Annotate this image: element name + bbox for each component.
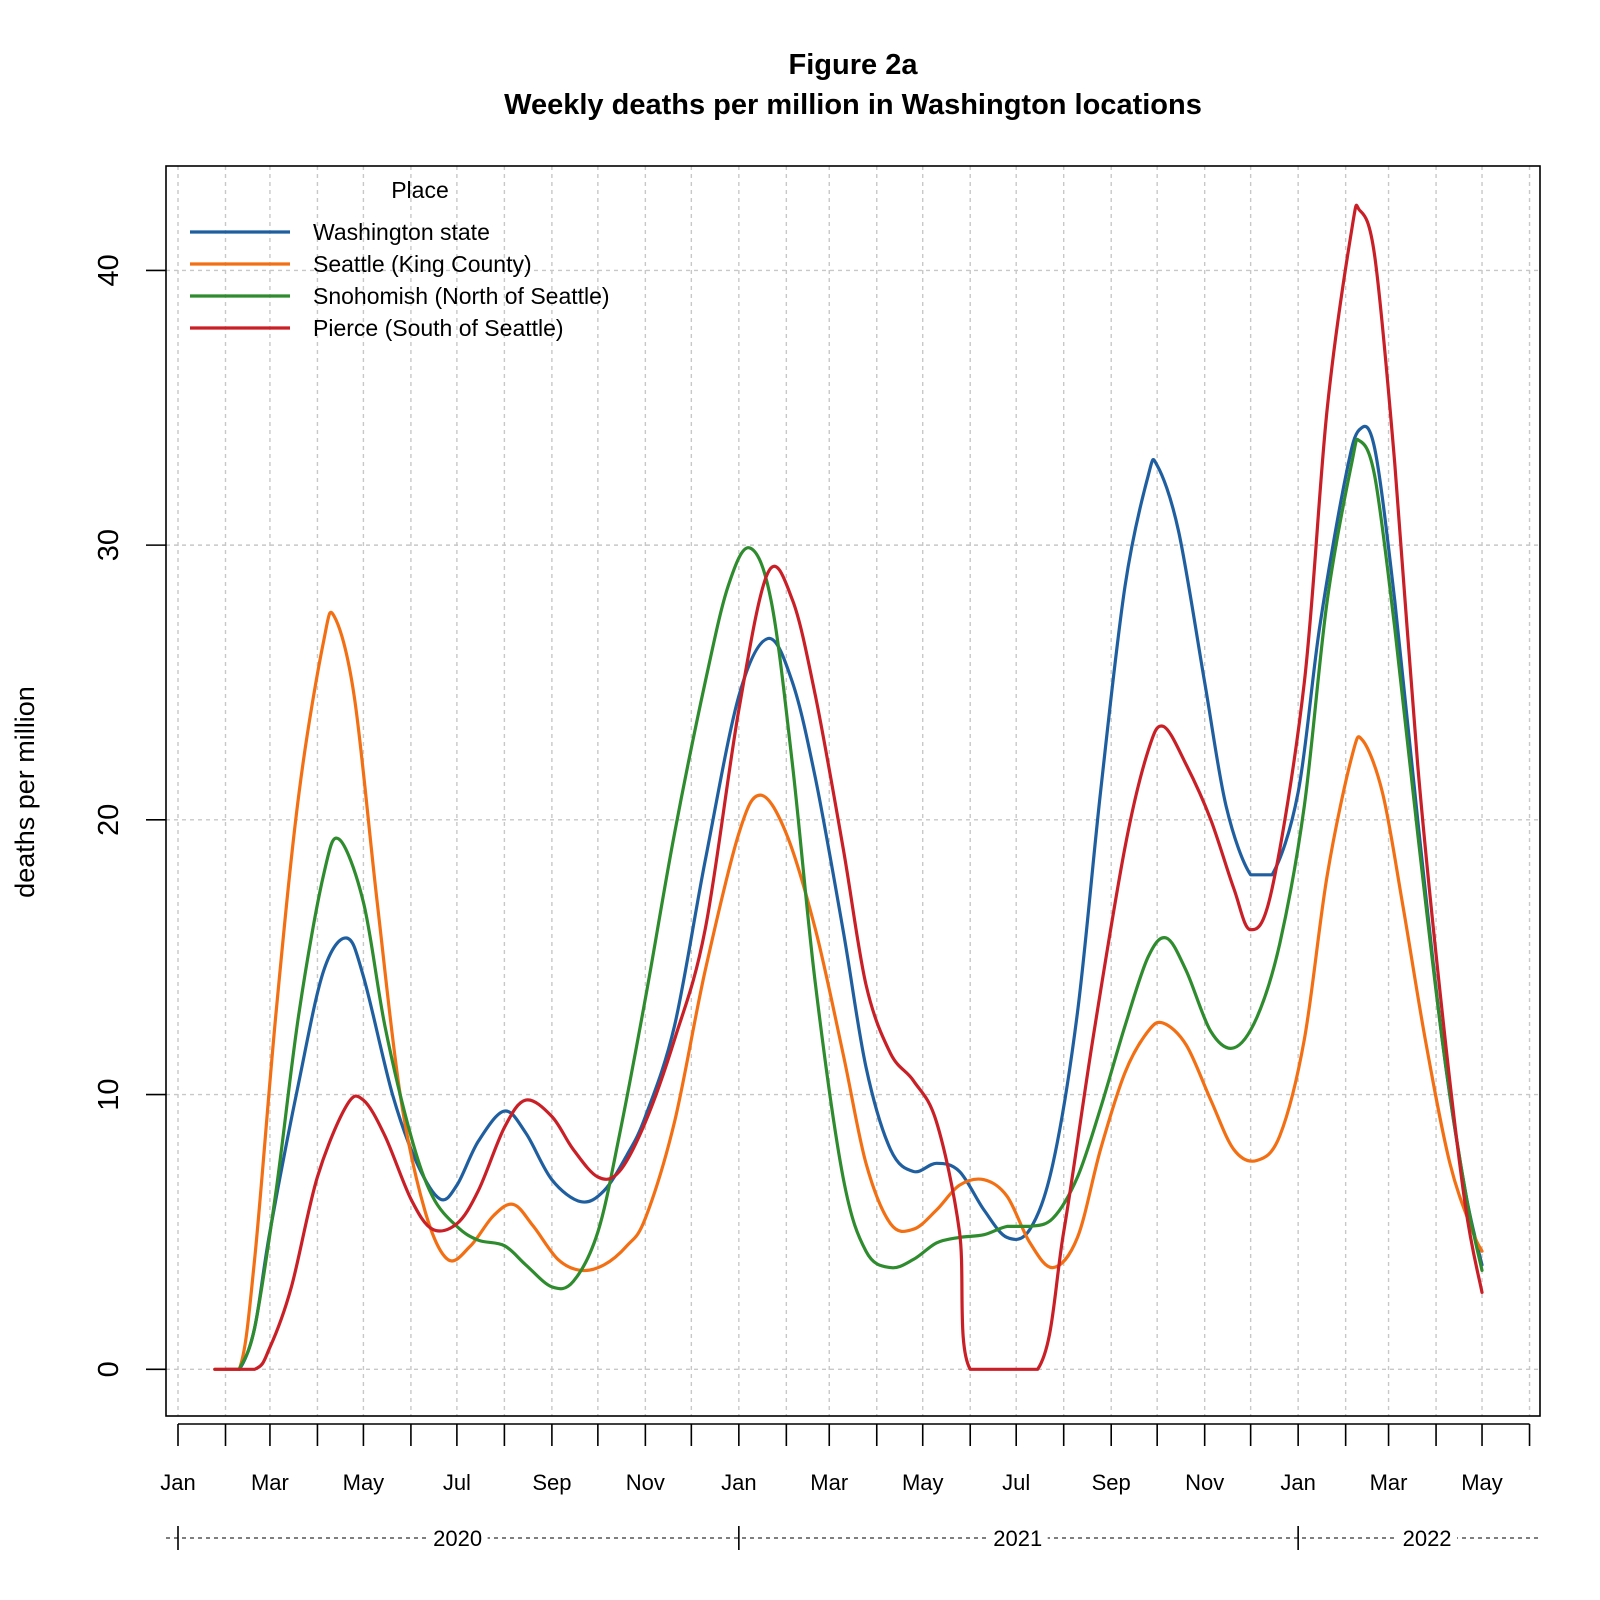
x-tick-label: Mar [810,1470,848,1495]
x-tick-label: Nov [626,1470,665,1495]
x-tick-label: Sep [532,1470,571,1495]
series-line-washington-state [223,424,1484,1371]
x-tick-label: May [1461,1470,1503,1495]
y-axis: 0 10 20 30 40 [93,254,166,1377]
y-tick-label: 0 [93,1361,125,1377]
legend: Place Washington state Seattle (King Coun… [190,177,610,341]
legend-label-snohomish-north-of-seattle: Snohomish (North of Seattle) [313,283,610,309]
year-label-bg [987,1524,1048,1552]
year-axis: 2020 2021 2022 [166,1524,1540,1552]
x-tick-label: May [343,1470,385,1495]
x-tick-label: Jul [1002,1470,1030,1495]
year-label: 2021 [993,1526,1042,1551]
x-tick-label: Jan [1280,1470,1315,1495]
y-tick-label: 40 [93,254,125,286]
legend-label-pierce-south-of-seattle: Pierce (South of Seattle) [313,315,564,341]
x-tick-label: Nov [1185,1470,1224,1495]
year-label-bg [427,1524,488,1552]
series-lines [213,203,1484,1371]
x-tick-label: May [902,1470,944,1495]
series-line-seattle-king-county [213,610,1484,1371]
year-label: 2020 [433,1526,482,1551]
series-line-snohomish-north-of-seattle [237,437,1484,1371]
x-tick-label: Jan [721,1470,756,1495]
x-tick-label: Sep [1092,1470,1131,1495]
legend-label-washington-state: Washington state [313,219,490,245]
x-tick-label: Jan [160,1470,195,1495]
x-tick-label: Mar [1370,1470,1408,1495]
year-label-bg [1397,1524,1458,1552]
y-axis-title: deaths per million [10,686,40,898]
y-tick-label: 30 [93,529,125,561]
legend-label-seattle-king-county: Seattle (King County) [313,251,532,277]
x-tick-label: Jul [443,1470,471,1495]
y-tick-label: 20 [93,804,125,836]
chart-title: Figure 2a [789,49,919,81]
chart-subtitle: Weekly deaths per million in Washington … [504,89,1202,121]
y-tick-label: 10 [93,1078,125,1110]
year-label: 2022 [1403,1526,1452,1551]
plot-frame [165,165,1541,1417]
x-axis: Jan Mar May Jul Sep Nov Jan Mar May Jul Sep Nov Jan M… [160,1423,1531,1495]
series-line-pierce-south-of-seattle [213,203,1484,1371]
legend-title: Place [391,177,449,203]
x-tick-label: Mar [251,1470,289,1495]
